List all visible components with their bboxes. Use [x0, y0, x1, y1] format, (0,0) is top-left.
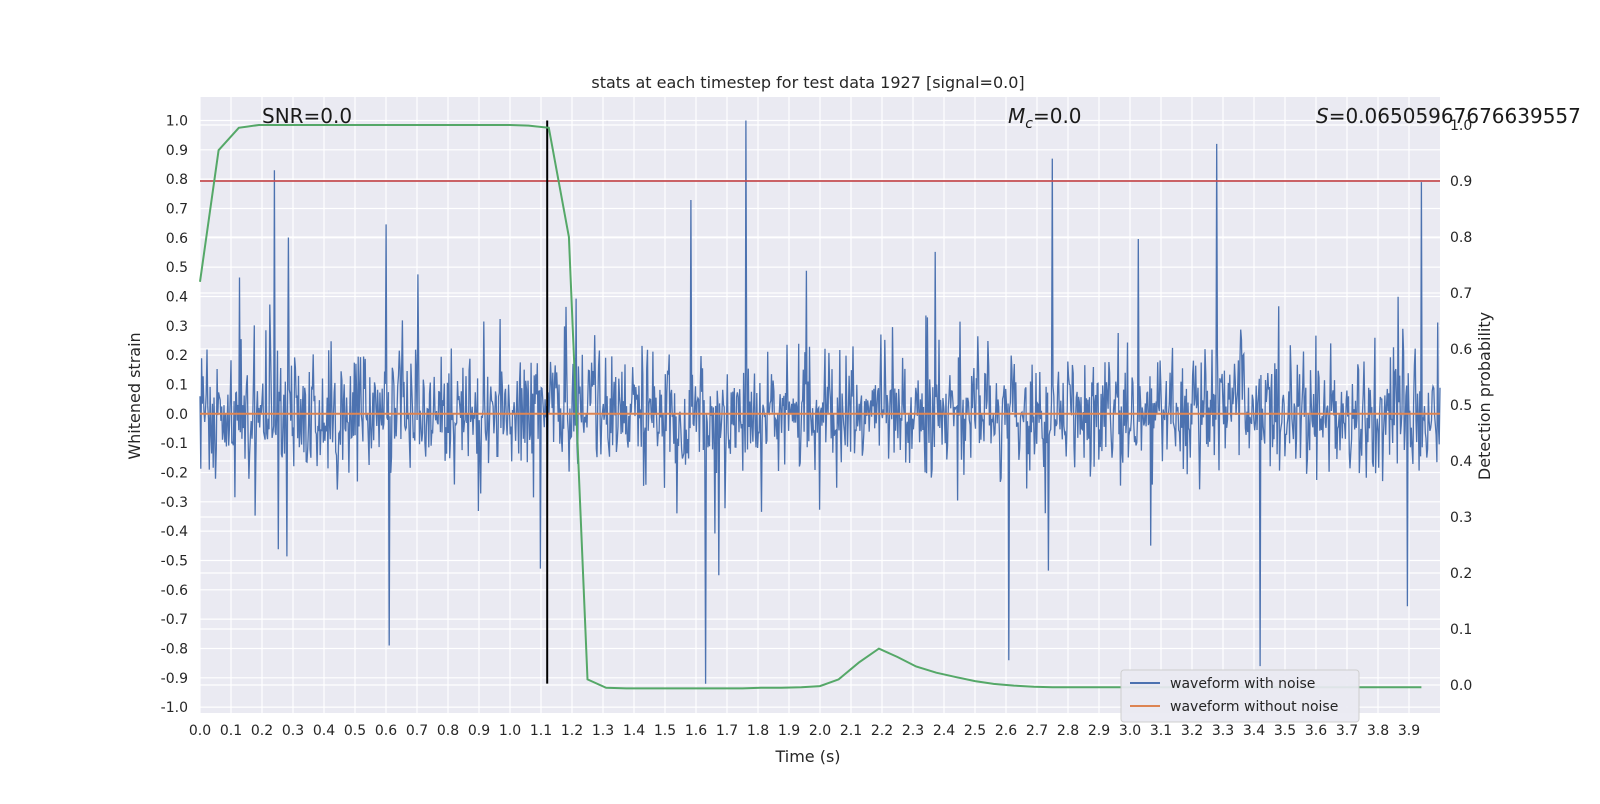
- y-tick-label: 0.3: [166, 319, 188, 335]
- x-tick-label: 2.8: [1057, 723, 1079, 739]
- x-tick-label: 0.1: [220, 723, 242, 739]
- snr-annotation: SNR=0.0: [262, 104, 352, 128]
- mc-symbol: M: [1008, 104, 1025, 128]
- legend: waveform with noise waveform without noi…: [1120, 669, 1360, 723]
- x-tick-label: 1.2: [561, 723, 583, 739]
- x-tick-label: 1.6: [685, 723, 707, 739]
- x-tick-label: 1.9: [778, 723, 800, 739]
- x-tick-label: 1.8: [747, 723, 769, 739]
- y-tick-label: 0.6: [166, 231, 188, 247]
- x-tick-label: 1.7: [716, 723, 738, 739]
- x-tick-label: 2.6: [995, 723, 1017, 739]
- legend-label-clean: waveform without noise: [1170, 699, 1338, 715]
- s-value: =0.06505967676639557: [1329, 104, 1581, 128]
- y-tick-label: 0.5: [166, 260, 188, 276]
- x-tick-label: 0.7: [406, 723, 428, 739]
- x-tick-label: 0.6: [375, 723, 397, 739]
- x-tick-label: 0.8: [437, 723, 459, 739]
- x-tick-label: 3.4: [1243, 723, 1265, 739]
- y2-tick-label: 0.4: [1450, 454, 1472, 470]
- y-tick-label: -0.4: [161, 524, 188, 540]
- y2-axis-label: Detection probability: [1475, 312, 1494, 480]
- s-symbol: S: [1316, 104, 1329, 128]
- y-tick-label: 0.9: [166, 143, 188, 159]
- y-tick-label: -0.2: [161, 465, 188, 481]
- y-tick-label: 0.4: [166, 289, 188, 305]
- mc-annotation: Mc=0.0: [1008, 104, 1082, 132]
- y-axis-label: Whitened strain: [125, 332, 144, 459]
- y-tick-label: 0.7: [166, 201, 188, 217]
- x-tick-label: 2.3: [902, 723, 924, 739]
- y-tick-label: -0.6: [161, 583, 188, 599]
- y-tick-labels: 1.0 0.9 0.8 0.7 0.6 0.5 0.4 0.3 0.2 0.1 0.0 -0.1 -0.…: [161, 113, 188, 716]
- y2-tick-label: 0.5: [1450, 398, 1472, 414]
- x-tick-label: 3.3: [1212, 723, 1234, 739]
- x-tick-label: 0.9: [468, 723, 490, 739]
- y2-tick-label: 0.7: [1450, 286, 1472, 302]
- x-tick-label: 0.3: [282, 723, 304, 739]
- x-tick-label: 1.5: [654, 723, 676, 739]
- x-tick-label: 3.2: [1181, 723, 1203, 739]
- x-tick-label: 3.0: [1119, 723, 1141, 739]
- y-tick-label: -0.8: [161, 641, 188, 657]
- x-tick-label: 2.0: [809, 723, 831, 739]
- y2-tick-label: 1.0: [1450, 118, 1472, 134]
- x-tick-label: 2.4: [933, 723, 955, 739]
- x-tick-label: 0.4: [313, 723, 335, 739]
- y-tick-label: 0.8: [166, 172, 188, 188]
- y-tick-label: -0.3: [161, 495, 188, 511]
- y-tick-label: 1.0: [166, 113, 188, 129]
- x-tick-label: 2.1: [840, 723, 862, 739]
- y2-tick-label: 0.0: [1450, 678, 1472, 694]
- y2-tick-label: 0.3: [1450, 510, 1472, 526]
- mc-subscript: c: [1025, 116, 1033, 132]
- y-tick-label: -0.1: [161, 436, 188, 452]
- noise-line: [199, 120, 1441, 684]
- y2-tick-label: 0.2: [1450, 566, 1472, 582]
- x-axis-label: Time (s): [774, 747, 840, 766]
- series-waveform-with-noise: [199, 120, 1441, 684]
- y2-tick-label: 0.1: [1450, 622, 1472, 638]
- x-tick-label: 1.3: [592, 723, 614, 739]
- x-tick-label: 2.7: [1026, 723, 1048, 739]
- s-annotation: S=0.06505967676639557: [1316, 104, 1581, 128]
- y2-tick-label: 0.9: [1450, 174, 1472, 190]
- y2-tick-labels: 1.0 0.9 0.8 0.7 0.6 0.5 0.4 0.3 0.2 0.1 0.0: [1450, 118, 1472, 694]
- grid-lines: [199, 97, 1440, 713]
- x-tick-label: 2.5: [964, 723, 986, 739]
- x-tick-label: 1.1: [530, 723, 552, 739]
- legend-box: [1120, 669, 1360, 723]
- y-tick-label: 0.2: [166, 348, 188, 364]
- x-tick-label: 0.2: [251, 723, 273, 739]
- x-tick-label: 3.1: [1150, 723, 1172, 739]
- y2-tick-label: 0.6: [1450, 342, 1472, 358]
- mc-value: =0.0: [1033, 104, 1082, 128]
- y-tick-label: -0.9: [161, 671, 188, 687]
- y-tick-label: -0.5: [161, 553, 188, 569]
- legend-label-noise: waveform with noise: [1170, 676, 1315, 692]
- y-tick-label: -0.7: [161, 612, 188, 628]
- y2-tick-label: 0.8: [1450, 230, 1472, 246]
- chart-title: stats at each timestep for test data 192…: [591, 73, 1024, 92]
- x-tick-label: 3.9: [1398, 723, 1420, 739]
- y-tick-label: 0.0: [166, 407, 188, 423]
- x-tick-label: 0.0: [189, 723, 211, 739]
- y-tick-label: 0.1: [166, 377, 188, 393]
- x-tick-label: 2.2: [871, 723, 893, 739]
- x-tick-label: 0.5: [344, 723, 366, 739]
- x-tick-label: 3.5: [1274, 723, 1296, 739]
- x-tick-label: 1.0: [499, 723, 521, 739]
- x-tick-label: 2.9: [1088, 723, 1110, 739]
- x-tick-labels: 0.0 0.1 0.2 0.3 0.4 0.5 0.6 0.7 0.8 0.9 1.0 1.1 1.2 1…: [189, 723, 1420, 739]
- x-tick-label: 3.7: [1336, 723, 1358, 739]
- x-tick-label: 1.4: [623, 723, 645, 739]
- x-tick-label: 3.8: [1367, 723, 1389, 739]
- x-tick-label: 3.6: [1305, 723, 1327, 739]
- y-tick-label: -1.0: [161, 700, 188, 716]
